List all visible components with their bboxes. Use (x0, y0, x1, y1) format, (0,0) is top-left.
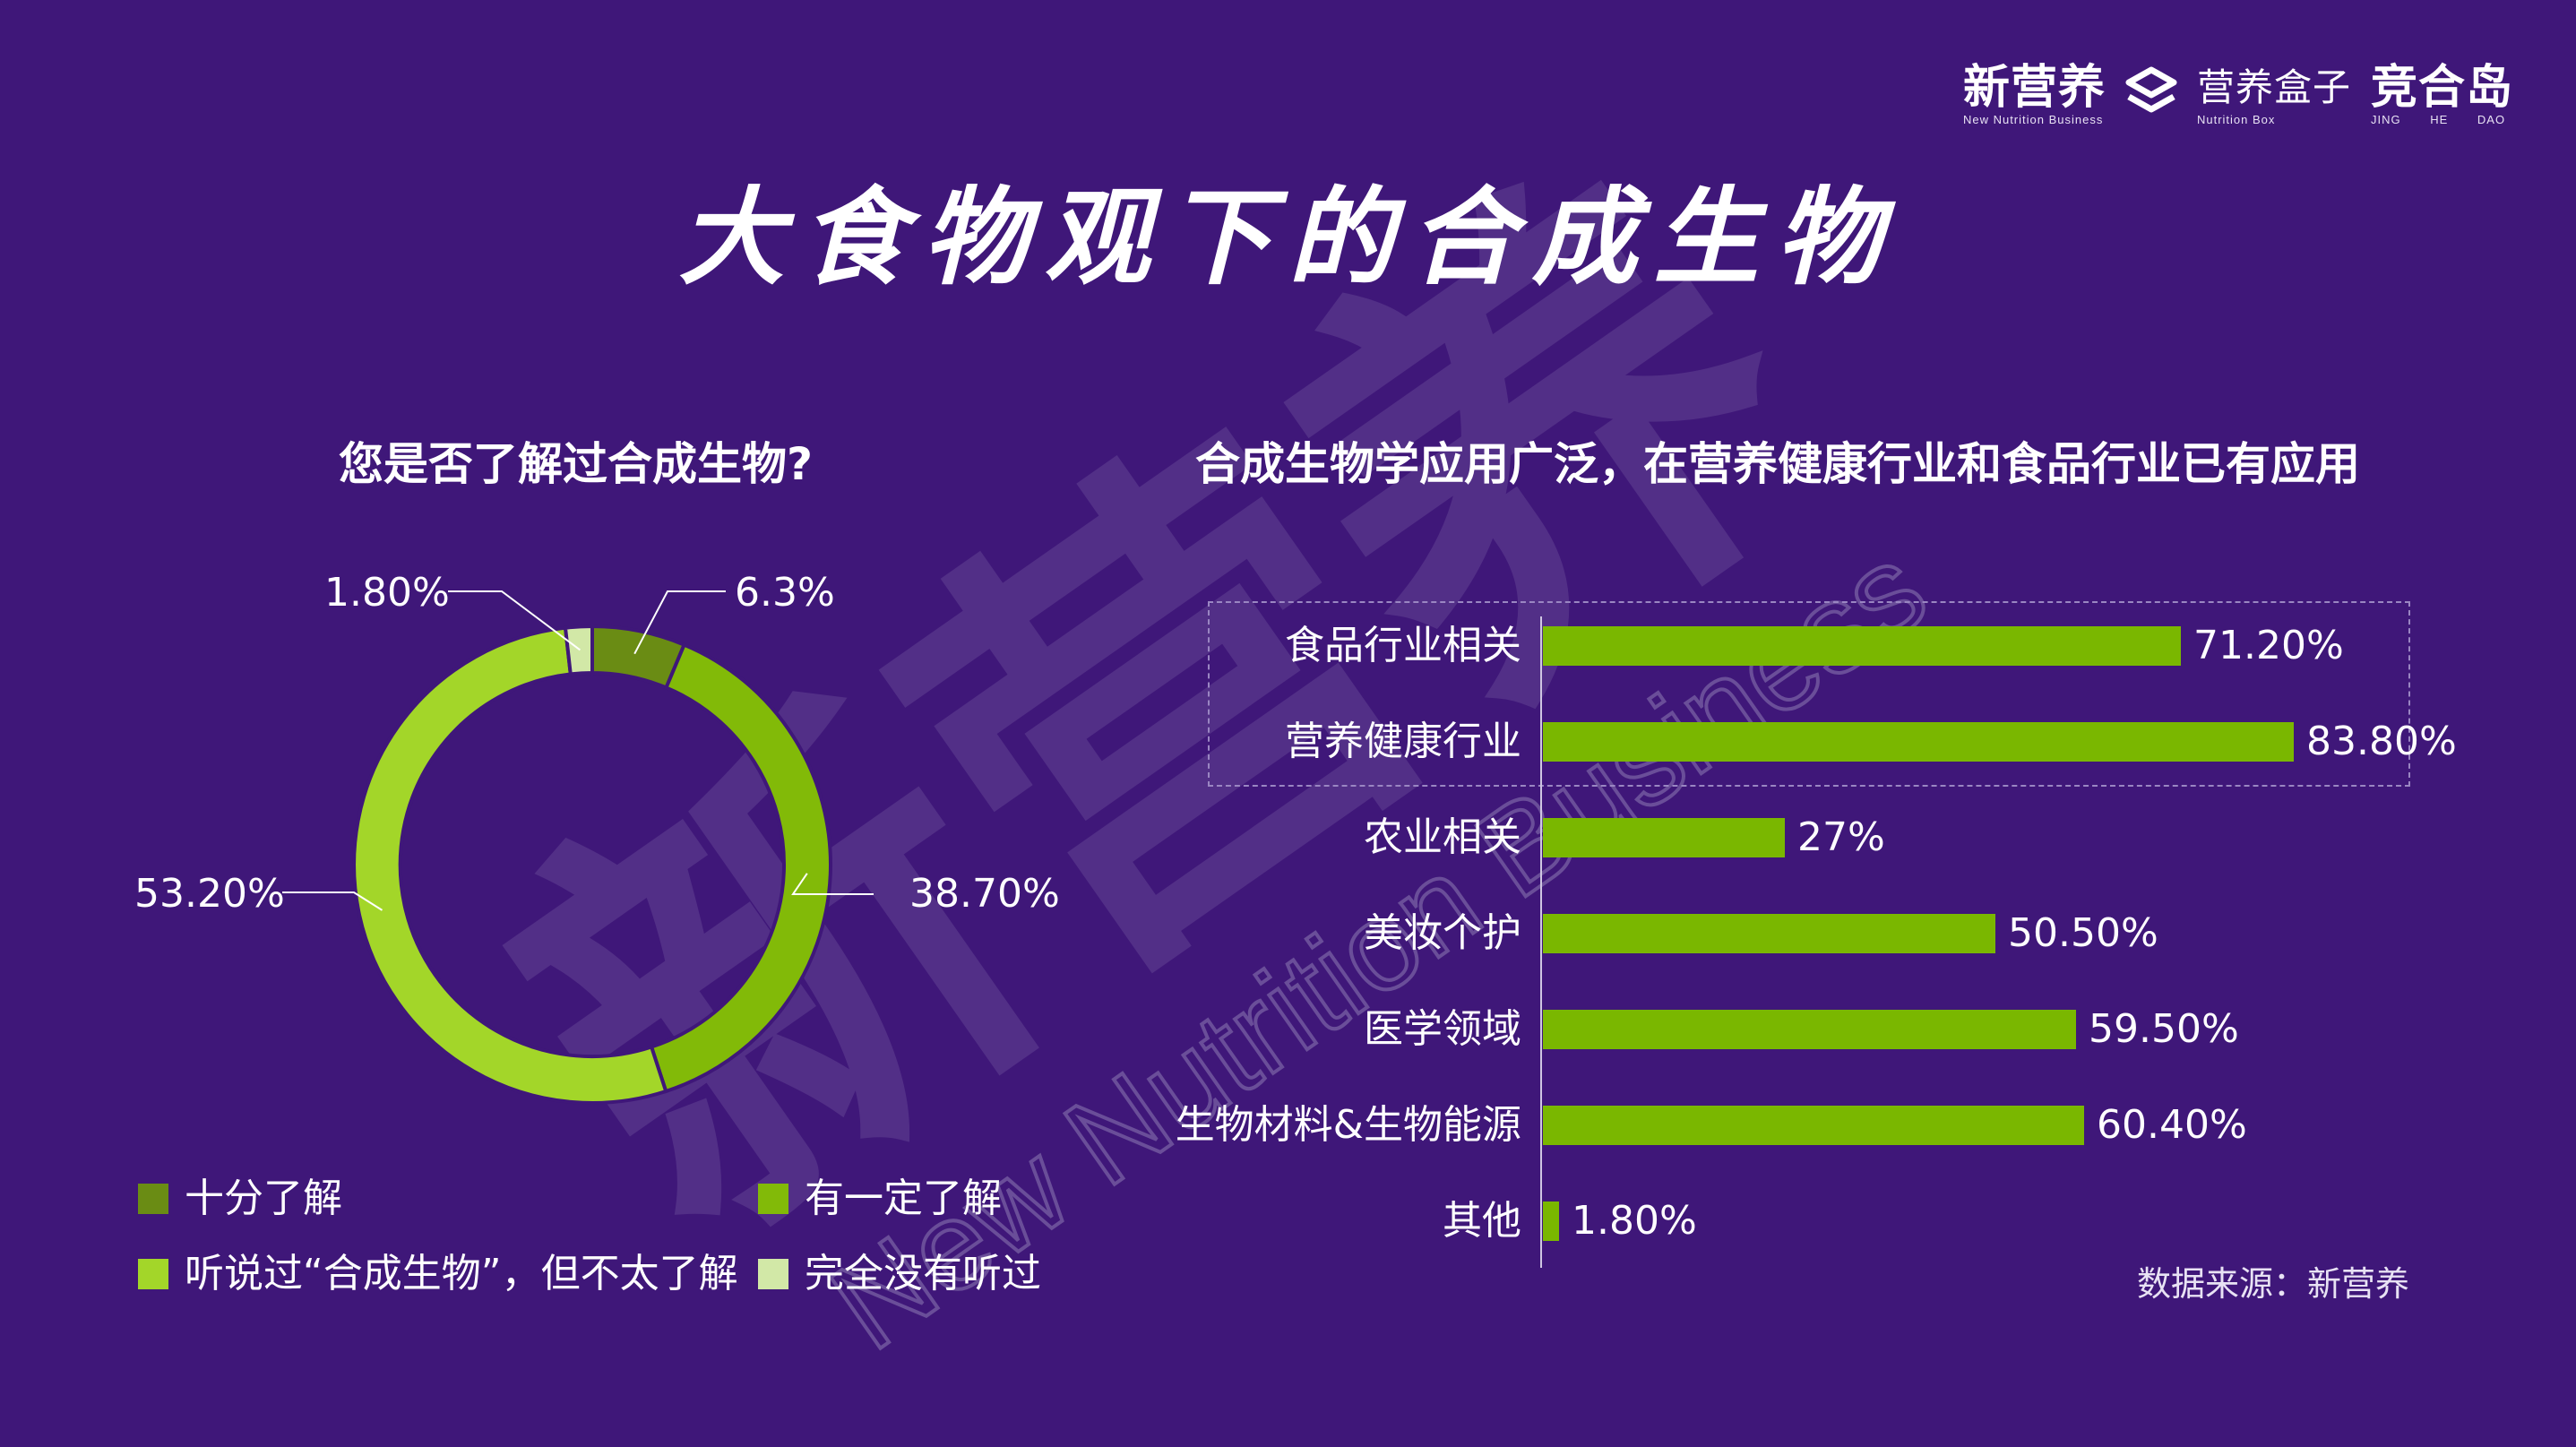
bar-chart: 食品行业相关 71.20% 营养健康行业 83.80% 农业相关 27% 美妆个护 50.50… (1129, 591, 2457, 1272)
legend-label: 有一定了解 (805, 1176, 1002, 1221)
legend-swatch (138, 1259, 168, 1289)
logo-nutrition-box-name: 营养盒子 (2196, 65, 2351, 109)
bar-value-label: 50.50% (2008, 910, 2158, 956)
category-label: 农业相关 (1364, 814, 1521, 860)
legend-swatch (758, 1259, 788, 1289)
donut-slice (649, 642, 832, 1094)
bar (1543, 914, 1995, 953)
logo-new-nutrition-name: 新营养 (1962, 60, 2106, 115)
logo-new-nutrition: 新营养 New Nutrition Business (1963, 63, 2106, 127)
donut-slice-label: 53.20% (134, 871, 285, 917)
bar (1543, 722, 2294, 762)
bar-value-label: 1.80% (1572, 1198, 1697, 1244)
logo-jinghedao-sub: JING HE DAO (2370, 113, 2506, 126)
legend-swatch (758, 1184, 788, 1214)
legend-swatch (138, 1184, 168, 1214)
donut-slice (352, 625, 668, 1105)
bar-value-label: 59.50% (2089, 1006, 2239, 1052)
page-title: 大食物观下的合成生物 (678, 176, 1898, 299)
legend-label: 十分了解 (185, 1176, 342, 1221)
category-label: 生物材料&生物能源 (1175, 1102, 1521, 1148)
bar (1543, 626, 2181, 666)
data-source: 数据来源：新营养 (2136, 1264, 2409, 1304)
leader-line (791, 873, 874, 895)
donut-slice-label: 38.70% (909, 871, 1060, 917)
category-label: 美妆个护 (1364, 910, 1521, 956)
bar (1543, 1202, 1559, 1241)
category-label: 食品行业相关 (1285, 623, 1521, 668)
legend-item: 十分了解 (138, 1174, 342, 1224)
brand-logos: 新营养 New Nutrition Business 营养盒子 Nutritio… (1963, 63, 2513, 127)
category-label: 营养健康行业 (1285, 719, 1521, 764)
category-label: 其他 (1443, 1198, 1521, 1244)
logo-nutrition-box: 营养盒子 Nutrition Box (2197, 63, 2351, 127)
leader-line (448, 590, 581, 651)
bar-value-label: 60.40% (2097, 1102, 2247, 1148)
legend-item: 有一定了解 (758, 1174, 1002, 1224)
legend-label: 听说过“合成生物”，但不太了解 (185, 1251, 738, 1296)
donut-slice (563, 624, 594, 676)
category-label: 医学领域 (1364, 1006, 1521, 1052)
donut-chart-title: 您是否了解过合成生物? (339, 438, 814, 490)
logo-jinghedao: 竞合岛 JING HE DAO (2371, 63, 2513, 127)
highlight-box (1208, 601, 2410, 787)
bar-value-label: 27% (1797, 814, 1885, 860)
bar (1543, 818, 1785, 857)
logo-nutrition-box-sub: Nutrition Box (2196, 113, 2276, 126)
legend-label: 完全没有听过 (805, 1251, 1041, 1296)
donut-slice-label: 6.3% (735, 570, 835, 616)
bar-chart-title: 合成生物学应用广泛，在营养健康行业和食品行业已有应用 (1195, 438, 2360, 490)
donut-slice-label: 1.80% (324, 570, 450, 616)
donut-chart: 6.3% 38.70% 53.20% 1.80% (0, 538, 1120, 1147)
logo-new-nutrition-sub: New Nutrition Business (1962, 113, 2104, 126)
leader-line (633, 590, 726, 655)
leader-line (282, 891, 383, 911)
bar-value-label: 71.20% (2193, 623, 2344, 668)
bar (1543, 1106, 2084, 1145)
legend-item: 完全没有听过 (758, 1249, 1041, 1299)
bar (1543, 1010, 2076, 1049)
legend-item: 听说过“合成生物”，但不太了解 (138, 1249, 738, 1299)
logo-jinghedao-name: 竞合岛 (2370, 60, 2513, 115)
nutrition-box-logo-icon (2125, 66, 2177, 113)
bar-value-label: 83.80% (2306, 719, 2457, 764)
